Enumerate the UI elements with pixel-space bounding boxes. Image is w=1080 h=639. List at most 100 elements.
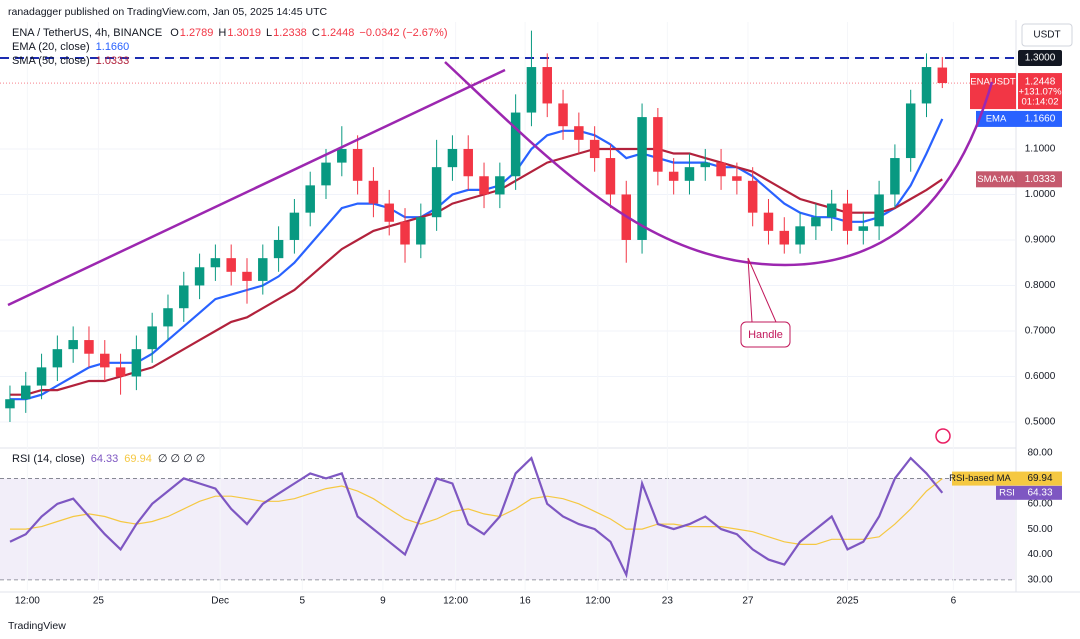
plot: 0.5000 0.6000 0.7000 0.8000 0.9000 1.0000 1.10…	[0, 22, 1062, 607]
candle-body	[890, 158, 900, 195]
candle-body	[194, 267, 205, 286]
rsi-line	[10, 478, 943, 545]
last-price-box	[970, 73, 1016, 110]
candle-body	[273, 239, 284, 259]
candle-body	[510, 112, 521, 177]
candle-body	[653, 117, 663, 172]
x-tick-label: 12:00	[443, 596, 468, 607]
ohlc-label: C	[312, 27, 320, 39]
candle-body	[52, 349, 63, 368]
footer: TradingView	[8, 620, 66, 632]
candle-body	[779, 230, 790, 245]
rsi-tag-name: RSI-based MA	[949, 473, 1011, 484]
candle-body	[526, 67, 537, 113]
symbol: ENA / TetherUS, 4h, BINANCE	[12, 27, 162, 39]
indicator-tag-value: 1.0333	[1025, 174, 1056, 185]
countdown: 01:14:02	[1022, 97, 1059, 108]
candle-body	[605, 158, 616, 195]
y-tick-label: 1.0000	[1025, 189, 1056, 200]
candle-body	[131, 349, 142, 377]
candle-body	[463, 148, 473, 177]
candle-body	[115, 367, 126, 377]
indicator-line	[10, 118, 944, 401]
candle-body	[589, 139, 600, 159]
rsi-tag-value: 69.94	[1027, 473, 1052, 484]
indicator-tag-name: SMA:MA	[977, 174, 1015, 185]
rsi-tick-label: 60.00	[1027, 498, 1052, 509]
candle-body	[558, 103, 568, 127]
candle-body	[668, 171, 679, 181]
rsi-value: 69.94	[124, 453, 152, 465]
candle-body	[36, 367, 47, 386]
candle-body	[337, 148, 347, 163]
x-tick-label: 5	[300, 596, 306, 607]
indicator-value: 1.0333	[96, 55, 130, 67]
rsi-title: RSI (14, close)	[12, 453, 85, 465]
rsi-extra: ∅ ∅ ∅ ∅	[158, 453, 206, 465]
y-tick-label: 0.8000	[1025, 280, 1056, 291]
annotation-arrow	[747, 257, 753, 323]
x-tick-label: 9	[380, 596, 386, 607]
alert-icon	[935, 428, 951, 444]
y-tick-label: 0.5000	[1025, 417, 1056, 428]
candle-body	[416, 217, 426, 245]
x-tick-label: 27	[742, 596, 754, 607]
indicator-tag	[976, 171, 1062, 188]
candle-body	[289, 212, 300, 240]
candle-body	[147, 326, 157, 350]
candle-body	[684, 167, 695, 181]
candle-body	[431, 167, 442, 218]
annotation-arrow	[747, 257, 777, 323]
candle-body	[763, 212, 774, 231]
x-tick-label: 12:00	[585, 596, 610, 607]
rsi-line	[9, 456, 944, 579]
candle-body	[321, 162, 331, 186]
candle-body	[937, 67, 948, 84]
candle-body	[210, 258, 221, 268]
indicator-line	[10, 147, 943, 396]
candle-body	[637, 117, 647, 240]
candle-body	[826, 203, 837, 218]
candle-body	[305, 185, 315, 213]
candle-body	[368, 180, 379, 204]
ohlc-value: 1.3019	[227, 27, 261, 39]
change: −0.0342 (−2.67%)	[359, 27, 447, 39]
last-change: +131.07%	[1018, 87, 1062, 98]
candle-body	[858, 226, 869, 231]
x-tick-label: 23	[662, 596, 674, 607]
y-tick-label: 0.6000	[1025, 371, 1056, 382]
last-symbol: ENAUSDT	[970, 77, 1016, 88]
y-tick-label: 0.7000	[1025, 326, 1056, 337]
candle-body	[542, 67, 552, 104]
candle-body	[874, 194, 884, 227]
ohlc-label: H	[218, 27, 226, 39]
last-price: 1.2448	[1025, 77, 1056, 88]
candle-body	[226, 258, 236, 272]
candle-body	[242, 271, 252, 281]
currency-box	[1021, 23, 1073, 47]
rsi-tag-name: RSI	[999, 487, 1015, 498]
rsi-value: 64.33	[91, 453, 119, 465]
y-tick-label: 0.9000	[1025, 235, 1056, 246]
candle-body	[921, 67, 932, 104]
candle-body	[747, 180, 758, 213]
rsi-tick-label: 50.00	[1027, 524, 1052, 535]
ohlc-value: 1.2448	[321, 27, 355, 39]
x-tick-label: 16	[520, 596, 532, 607]
candle-body	[100, 353, 110, 368]
candle-body	[68, 340, 78, 350]
x-tick-label: 6	[951, 596, 957, 607]
ohlc-label: L	[266, 27, 272, 39]
rsi-tag	[996, 485, 1062, 500]
annotation-box	[740, 321, 791, 348]
y-tick-label: 1.1000	[1025, 144, 1056, 155]
candle-body	[179, 285, 189, 309]
last-price-box	[1018, 73, 1062, 110]
candle-body	[447, 148, 458, 168]
cup-arc	[444, 61, 994, 267]
rsi-tick-label: 30.00	[1027, 574, 1052, 585]
candle-body	[811, 217, 821, 227]
candle-body	[700, 162, 711, 168]
